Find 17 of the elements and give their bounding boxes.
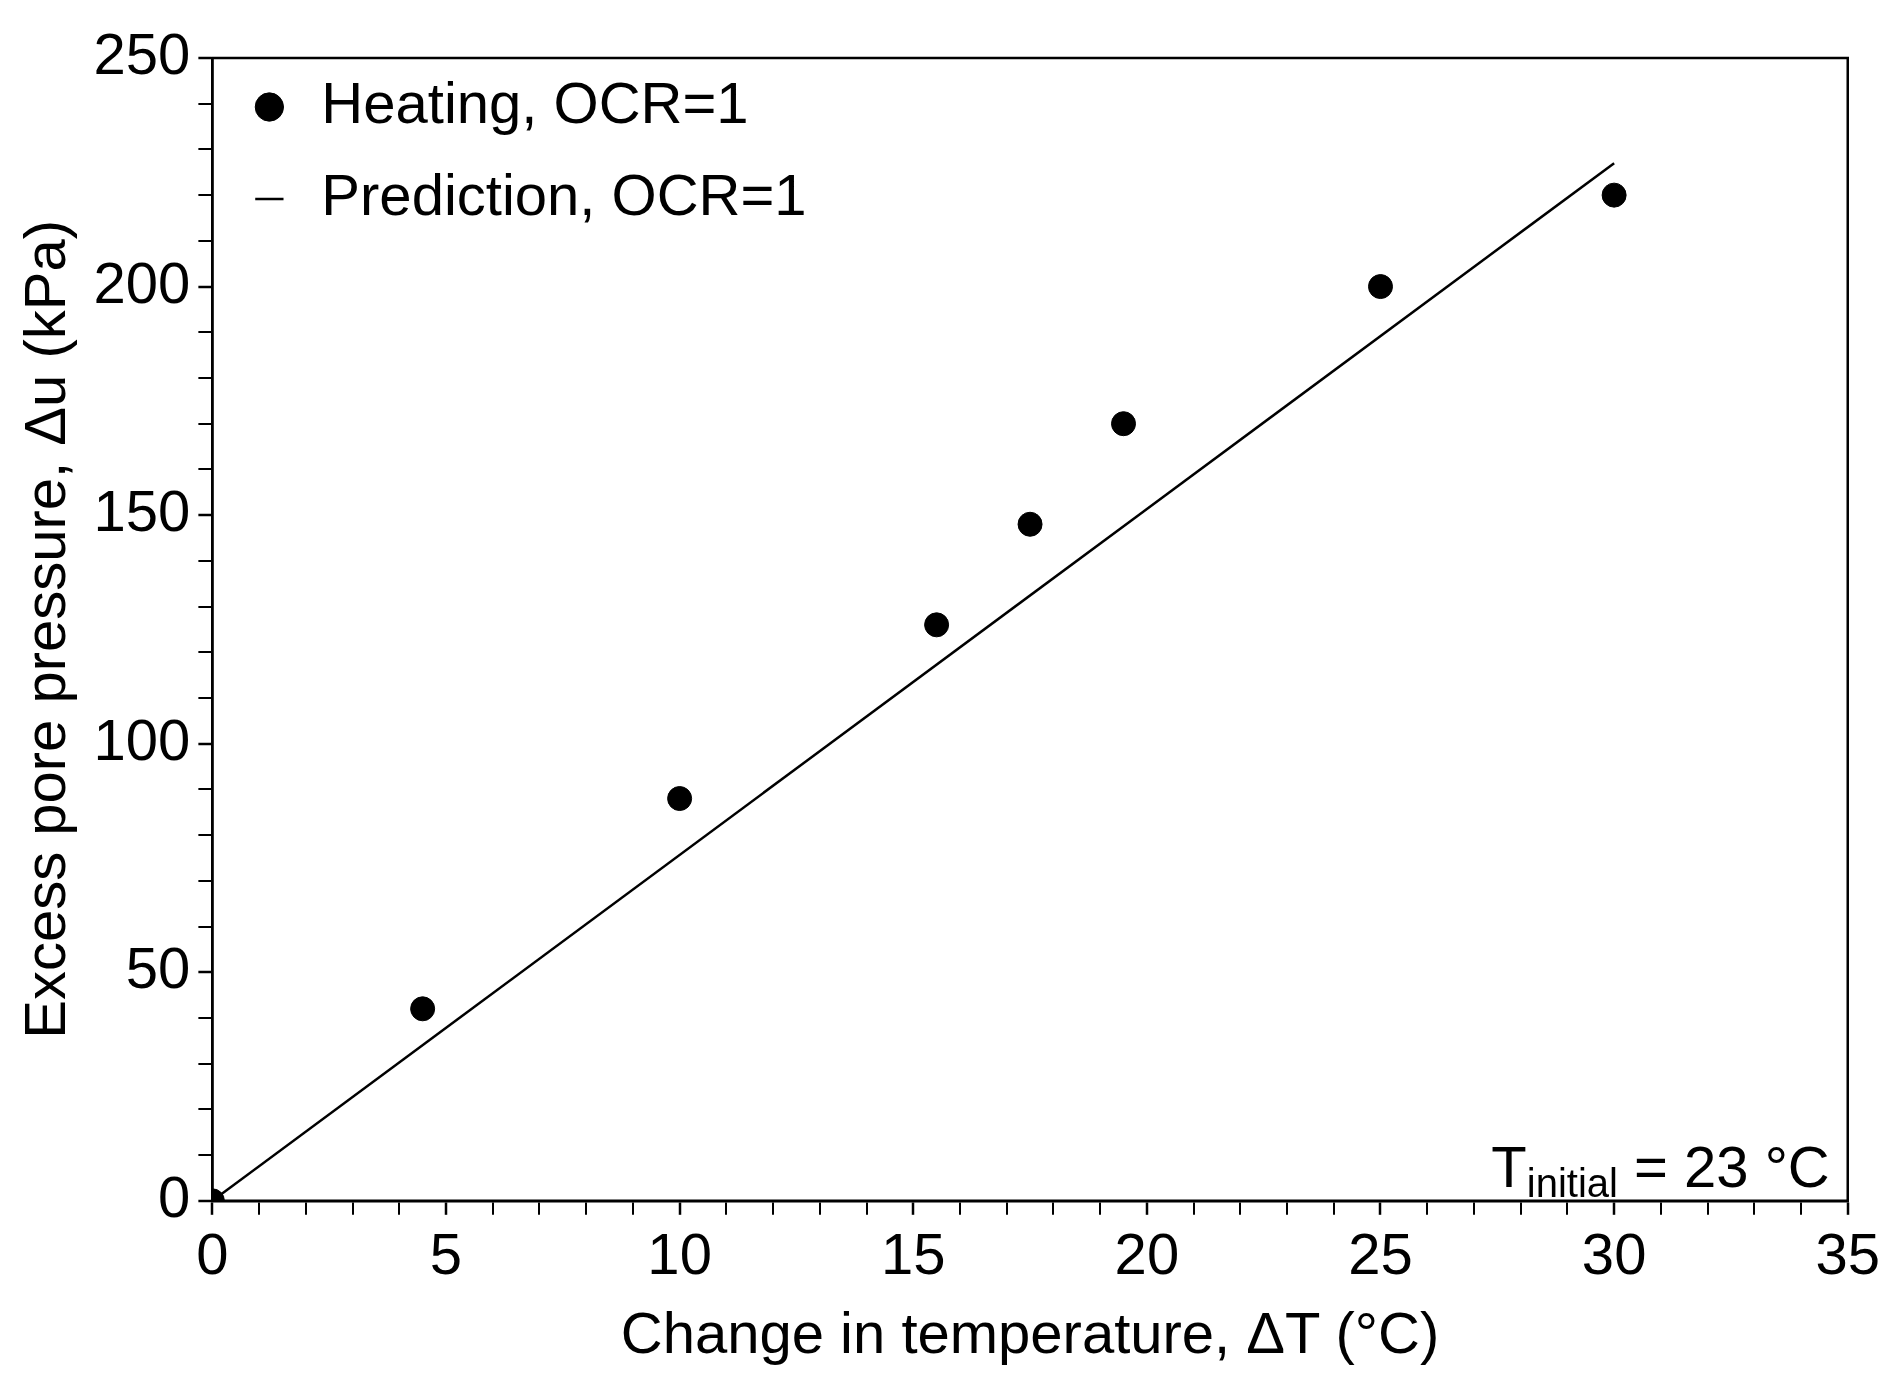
y-tick-label: 50 (125, 935, 191, 1001)
x-tick-label: 30 (1581, 1220, 1647, 1286)
y-tick-label: 250 (93, 21, 191, 86)
y-tick-label: 150 (93, 478, 191, 544)
y-tick-label: 0 (158, 1163, 191, 1229)
y-tick-label: 100 (93, 706, 191, 772)
legend-label: Heating, OCR=1 (321, 70, 749, 135)
x-tick-label: 5 (429, 1220, 463, 1286)
x-tick-label: 35 (1815, 1220, 1880, 1286)
x-tick-label: 10 (647, 1220, 712, 1286)
legend-label: Prediction, OCR=1 (321, 162, 807, 227)
x-tick-label: 15 (880, 1220, 946, 1286)
x-tick-label: 25 (1348, 1220, 1413, 1286)
y-axis-title: Excess pore pressure, Δu (kPa) (11, 219, 77, 1039)
x-tick-label: 20 (1114, 1220, 1180, 1286)
y-tick-label: 200 (93, 249, 191, 315)
x-axis-title: Change in temperature, ΔT (°C) (620, 1300, 1440, 1366)
